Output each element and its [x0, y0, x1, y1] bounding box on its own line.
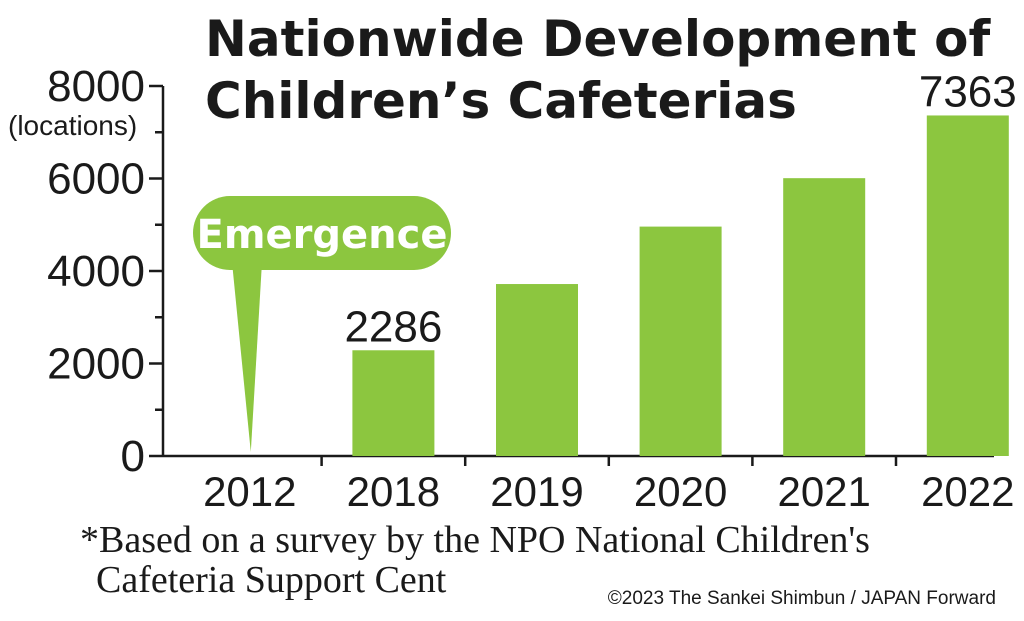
x-tick-label-2019: 2019: [490, 468, 583, 515]
bar-2020: [639, 226, 722, 456]
y-axis-unit-label: (locations): [8, 110, 137, 141]
x-tick-label-2022: 2022: [921, 468, 1014, 515]
y-tick-label: 8000: [47, 62, 145, 111]
callout-label: Emergence: [197, 212, 448, 258]
copyright-notice: ©2023 The Sankei Shimbun / JAPAN Forward: [608, 588, 996, 609]
bar-2018: [352, 350, 435, 456]
callout-pointer: [232, 262, 262, 452]
x-tick-label-2012: 2012: [203, 468, 296, 515]
x-tick-label-2018: 2018: [347, 468, 440, 515]
axes: 0 2000 4000 6000 8000 2012 2018 2019 2020 2021 202…: [47, 62, 1014, 515]
x-tick-label-2021: 2021: [777, 468, 870, 515]
data-label-2018: 2286: [344, 302, 442, 351]
bar-2019: [496, 284, 578, 456]
y-tick-label: 6000: [47, 155, 145, 204]
y-tick-label: 2000: [47, 340, 145, 389]
bars: [352, 115, 1009, 457]
footnote-line-1: *Based on a survey by the NPO National C…: [80, 519, 870, 561]
bar-2021: [783, 178, 866, 456]
data-label-2022: 7363: [919, 67, 1017, 116]
data-labels: 2286 7363: [344, 67, 1016, 351]
x-tick-label-2020: 2020: [634, 468, 727, 515]
y-tick-label: 0: [121, 432, 145, 481]
y-tick-label: 4000: [47, 247, 145, 296]
footnote-line-2: Cafeteria Support Cent: [96, 559, 447, 601]
callout-bubble: [193, 196, 451, 270]
chart-title-line-2: Children’s Cafeterias: [205, 72, 797, 130]
emergence-callout: Emergence: [193, 196, 451, 452]
chart-title-line-1: Nationwide Development of: [205, 10, 991, 68]
bar-2022: [926, 115, 1009, 457]
